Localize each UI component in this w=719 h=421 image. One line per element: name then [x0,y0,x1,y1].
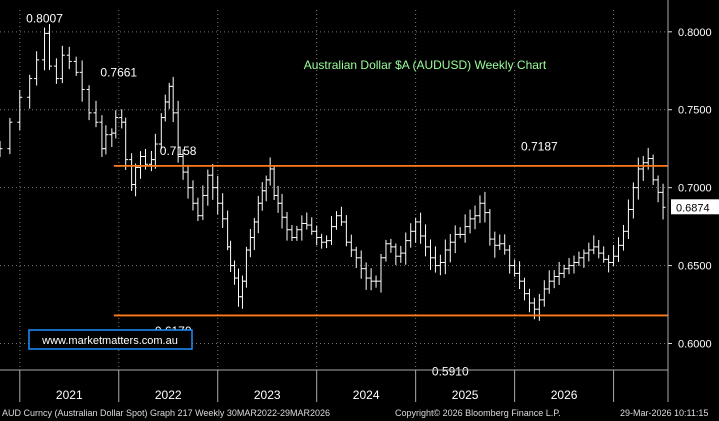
x-tick-label: 2023 [254,388,281,402]
y-tick-label: 0.7500 [678,105,712,117]
candlestick-series [0,24,666,321]
price-annotation: 0.7187 [521,140,558,154]
footer-timestamp: 29-Mar-2026 10:11:15 [620,408,709,418]
footer-copyright: Copyright© 2026 Bloomberg Finance L.P. [395,408,561,418]
y-tick-label: 0.8000 [678,27,712,39]
x-axis: 2021 2022 2023 2024 2025 2026 [0,369,668,402]
x-tick-label: 2021 [56,388,83,402]
price-annotation: 0.8007 [26,12,63,26]
price-annotation: 0.5910 [432,365,469,379]
footer-bar: AUD Curncy (Australian Dollar Spot) Grap… [0,406,719,421]
footer-source: AUD Curncy (Australian Dollar Spot) Grap… [2,408,330,418]
watermark-text: www.marketmatters.com.au [41,335,178,347]
price-annotation: 0.7661 [100,66,137,80]
last-price-box [671,199,719,215]
grid-lines [0,10,668,370]
y-tick-label: 0.7000 [678,183,712,195]
y-axis: 0.8000 0.7500 0.7000 0.6500 0.6000 0.6874 [667,0,719,402]
chart-title: Australian Dollar $A (AUDUSD) Weekly Cha… [304,58,547,72]
last-price-label: 0.6874 [676,202,710,214]
x-tick-label: 2026 [551,388,578,402]
y-tick-label: 0.6500 [678,261,712,273]
watermark: www.marketmatters.com.au [28,329,193,350]
x-tick-label: 2024 [353,388,380,402]
x-tick-label: 2025 [452,388,479,402]
y-tick-label: 0.6000 [678,339,712,351]
x-tick-label: 2022 [155,388,182,402]
price-annotation: 0.7158 [160,144,197,158]
support-resistance-lines [113,164,668,317]
